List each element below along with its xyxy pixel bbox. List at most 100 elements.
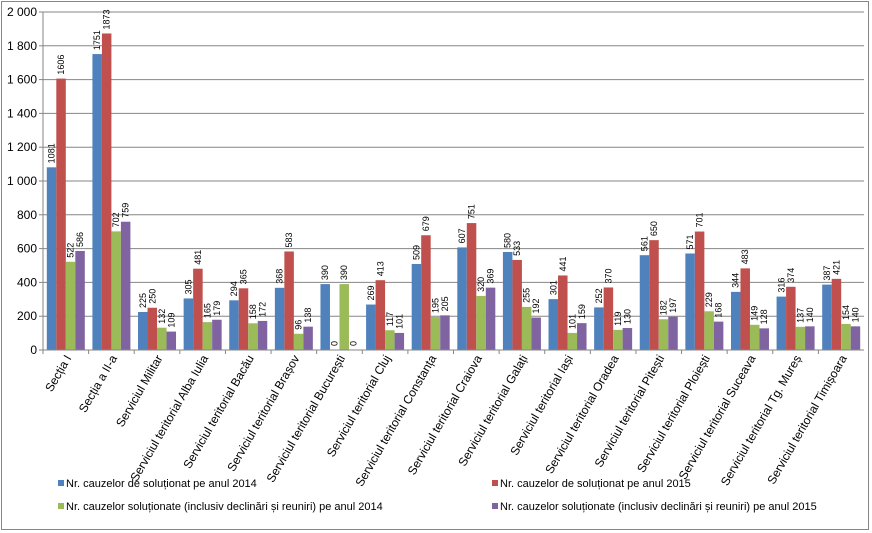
legend-label: Nr. cauzelor de soluționat pe anul 2014	[66, 478, 257, 490]
data-label: 316	[776, 278, 786, 293]
bar	[466, 223, 477, 350]
bar	[394, 332, 405, 350]
data-label: 130	[622, 309, 632, 324]
bar	[46, 167, 57, 350]
category-label: Secția I	[42, 353, 74, 395]
category-label: Serviciul teritorial Timișoara	[764, 352, 850, 486]
bar	[786, 286, 796, 350]
data-label: 509	[411, 245, 421, 260]
y-tick-label: 200	[17, 309, 37, 323]
data-label: 182	[659, 300, 669, 315]
data-label: 586	[75, 232, 85, 247]
data-label: 305	[183, 279, 193, 294]
data-label: 368	[275, 269, 285, 284]
bar	[274, 287, 285, 350]
bar	[212, 319, 222, 350]
data-label: 533	[512, 241, 522, 256]
data-label: 140	[805, 307, 815, 322]
bar	[385, 330, 395, 350]
data-label: 583	[284, 232, 294, 247]
bar	[795, 326, 806, 350]
bar	[193, 268, 203, 350]
y-tick-label: 2 000	[7, 5, 37, 19]
data-label: 441	[558, 256, 568, 271]
data-label: 109	[166, 313, 176, 328]
y-tick-label: 1 400	[7, 106, 37, 120]
category-label: Serviciul Militar	[113, 353, 165, 430]
bar	[622, 328, 633, 350]
data-label: 1751	[92, 30, 102, 50]
bar	[166, 331, 177, 350]
bar	[111, 231, 121, 350]
y-tick-label: 800	[17, 208, 37, 222]
bar	[577, 323, 587, 350]
data-label: 650	[649, 221, 659, 236]
data-label: 137	[795, 308, 805, 323]
bar	[759, 328, 769, 350]
data-label: 522	[66, 243, 76, 258]
bar	[567, 332, 578, 350]
bar	[411, 263, 422, 350]
bar	[229, 300, 239, 350]
data-label: 252	[594, 288, 604, 303]
data-label: 390	[320, 265, 330, 280]
bar	[713, 321, 724, 350]
data-label: 1873	[102, 9, 112, 29]
data-label: 192	[531, 299, 541, 314]
bar	[157, 327, 167, 350]
bar	[658, 319, 669, 350]
bar	[421, 235, 431, 350]
bar	[594, 307, 604, 350]
data-label: 561	[640, 236, 650, 251]
bar	[831, 278, 842, 350]
data-label: 154	[841, 305, 851, 320]
y-tick-label: 400	[17, 275, 37, 289]
data-label: 679	[421, 216, 431, 231]
category-label: Serviciul teritorial Suceava	[676, 352, 759, 482]
data-label: 101	[394, 314, 404, 329]
bar	[457, 247, 467, 350]
y-tick-label: 1 000	[7, 174, 37, 188]
bar	[56, 78, 66, 350]
data-label: 387	[822, 266, 832, 281]
bar	[303, 326, 313, 350]
data-label: 0	[349, 341, 359, 346]
bar	[138, 311, 148, 350]
y-tick-label: 1 200	[7, 140, 37, 154]
bar	[841, 323, 851, 350]
legend-swatch	[58, 480, 64, 486]
bar	[521, 306, 532, 350]
y-tick-label: 1 600	[7, 73, 37, 87]
bar	[476, 295, 486, 350]
data-label: 119	[613, 312, 623, 326]
data-label: 301	[548, 280, 558, 295]
bar	[740, 268, 750, 350]
legend-label: Nr. cauzelor soluționate (inclusiv decli…	[66, 501, 383, 513]
bar	[850, 326, 861, 350]
data-label: 168	[714, 303, 724, 318]
data-label: 255	[522, 288, 532, 303]
legend-swatch	[492, 480, 498, 486]
bar	[822, 284, 832, 350]
data-label: 370	[603, 268, 613, 283]
bar	[776, 296, 787, 350]
bar	[440, 315, 450, 350]
data-label: 365	[239, 269, 249, 284]
bar	[668, 316, 678, 350]
category-label: Secția a II-a	[76, 352, 120, 415]
data-label: 159	[577, 304, 587, 319]
bar	[284, 251, 294, 350]
data-label: 320	[476, 277, 486, 292]
bar	[320, 284, 330, 350]
data-label: 117	[385, 312, 395, 326]
data-label: 344	[731, 273, 741, 288]
bar	[120, 221, 131, 350]
bar	[531, 317, 541, 350]
bar	[375, 280, 386, 350]
data-label: 571	[685, 234, 695, 249]
bar	[238, 288, 249, 350]
y-tick-label: 600	[17, 242, 37, 256]
data-label: 101	[567, 314, 577, 329]
